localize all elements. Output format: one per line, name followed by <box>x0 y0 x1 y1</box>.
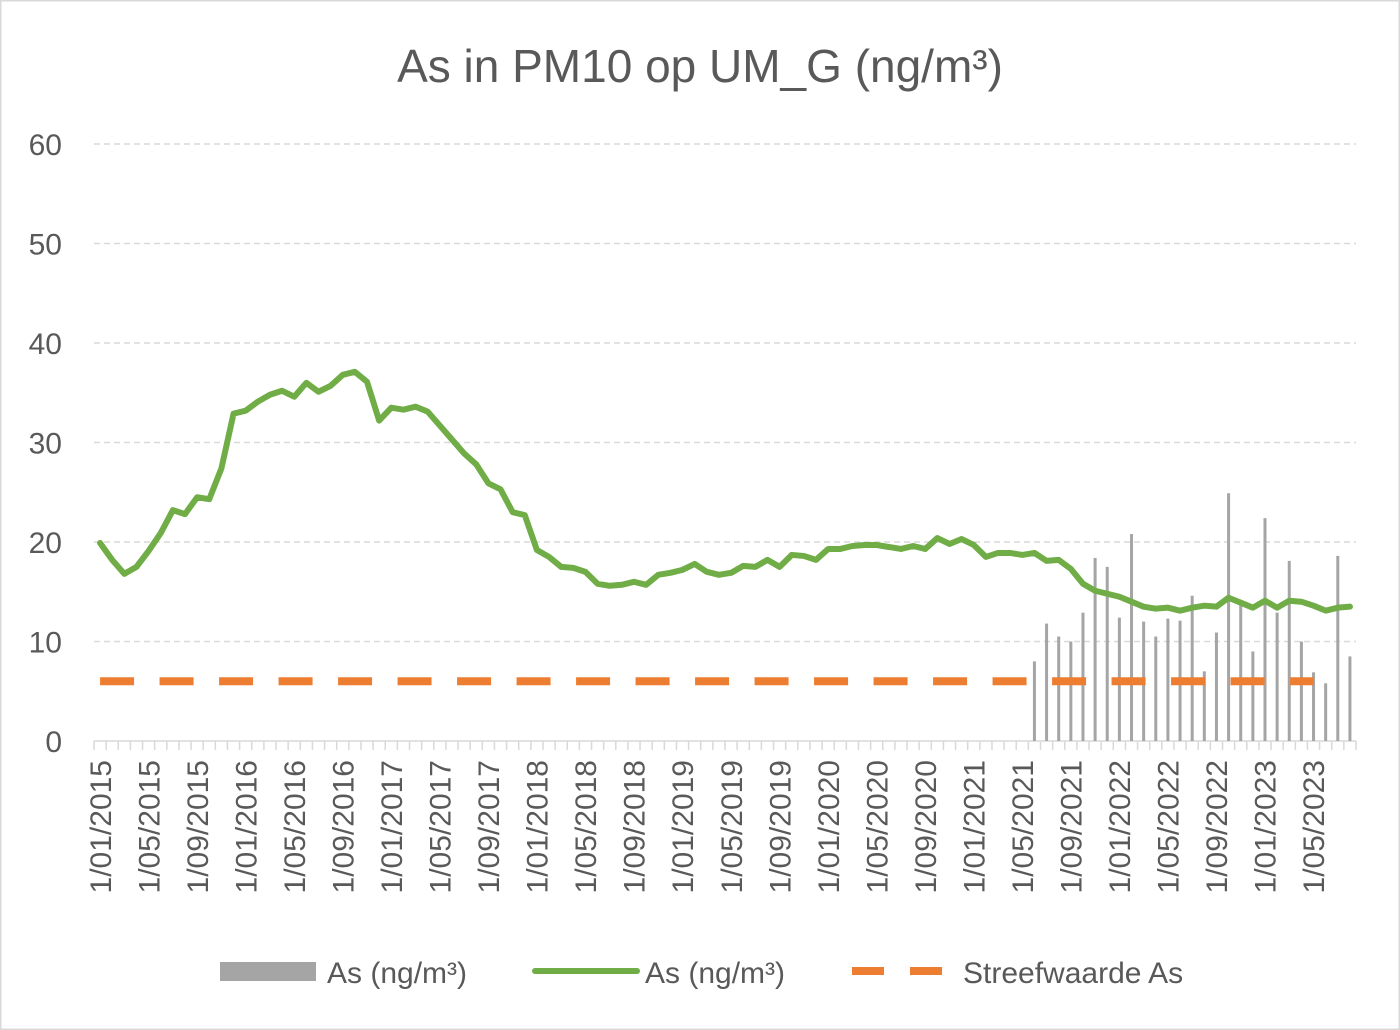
as-monthly-bar <box>1324 683 1328 741</box>
x-tick-label: 1/05/2015 <box>133 760 166 893</box>
as-monthly-bar <box>1057 636 1061 741</box>
legend-item-as-bar: As (ng/m³) <box>220 957 467 990</box>
as-monthly-bar <box>1275 612 1279 741</box>
x-tick-label: 1/05/2017 <box>425 760 458 893</box>
x-tick-label: 1/09/2022 <box>1201 760 1234 893</box>
as-monthly-bar <box>1032 661 1036 741</box>
as-monthly-bar <box>1045 623 1049 741</box>
as-monthly-bar <box>1166 618 1170 741</box>
y-tick-label: 60 <box>29 129 62 162</box>
as-trend-line <box>97 368 1353 614</box>
gridlines <box>94 143 1356 643</box>
legend-item-streefwaarde: Streefwaarde As <box>852 957 1183 990</box>
as-monthly-bar <box>1263 518 1267 741</box>
x-axis-labels: 1/01/2015 1/05/2015 1/09/2015 1/01/2016 1/05… <box>85 760 1331 893</box>
x-tick-label: 1/05/2018 <box>570 760 603 893</box>
x-tick-label: 1/01/2017 <box>376 760 409 893</box>
x-tick-label: 1/01/2020 <box>813 760 846 893</box>
legend-label-as-bar: As (ng/m³) <box>327 957 467 990</box>
y-tick-label: 10 <box>29 627 62 660</box>
as-monthly-bar <box>1105 566 1109 742</box>
x-tick-label: 1/01/2016 <box>230 760 263 893</box>
y-axis-labels: 0 10 20 30 40 50 60 <box>29 129 62 759</box>
x-tick-label: 1/01/2021 <box>958 760 991 893</box>
as-monthly-bar <box>1093 557 1097 741</box>
x-tick-label: 1/09/2018 <box>619 760 652 893</box>
as-monthly-bar <box>1312 672 1316 741</box>
as-monthly-bar <box>1287 560 1291 741</box>
x-tick-label: 1/09/2016 <box>327 760 360 893</box>
y-tick-label: 50 <box>29 229 62 262</box>
x-tick-label: 1/09/2021 <box>1056 760 1089 893</box>
y-tick-label: 20 <box>29 527 62 560</box>
y-tick-label: 30 <box>29 428 62 461</box>
x-tick-label: 1/09/2015 <box>182 760 215 893</box>
legend-swatch-as-bar <box>220 962 316 981</box>
as-monthly-bar <box>1251 651 1255 741</box>
bar-series <box>1032 493 1352 742</box>
as-monthly-bar <box>1202 671 1206 741</box>
as-monthly-bar <box>1299 641 1303 741</box>
legend: As (ng/m³) As (ng/m³) Streefwaarde As <box>220 957 1183 990</box>
as-monthly-bar <box>1239 603 1243 741</box>
x-tick-label: 1/09/2017 <box>473 760 506 893</box>
x-tick-label: 1/09/2019 <box>764 760 797 893</box>
x-tick-label: 1/05/2016 <box>279 760 312 893</box>
x-tick-label: 1/09/2020 <box>910 760 943 893</box>
legend-label-streefwaarde: Streefwaarde As <box>963 957 1183 990</box>
x-tick-label: 1/01/2015 <box>85 760 118 893</box>
as-monthly-bar <box>1130 534 1134 741</box>
x-axis <box>93 740 1357 750</box>
x-tick-label: 1/05/2021 <box>1007 760 1040 893</box>
x-tick-label: 1/01/2019 <box>667 760 700 893</box>
line-series <box>97 368 1353 686</box>
as-monthly-bar <box>1154 636 1158 741</box>
x-tick-label: 1/01/2018 <box>522 760 555 893</box>
legend-label-as-line: As (ng/m³) <box>645 957 785 990</box>
x-tick-label: 1/05/2020 <box>861 760 894 893</box>
as-monthly-bar <box>1069 641 1073 741</box>
x-tick-label: 1/01/2023 <box>1250 760 1283 893</box>
legend-item-as-line: As (ng/m³) <box>532 957 785 990</box>
y-tick-label: 40 <box>29 328 62 361</box>
as-monthly-bar <box>1336 555 1340 741</box>
as-monthly-bar <box>1214 632 1218 741</box>
as-monthly-bar <box>1348 656 1352 741</box>
as-monthly-bar <box>1190 595 1194 741</box>
x-tick-label: 1/05/2022 <box>1153 760 1186 893</box>
x-tick-label: 1/05/2019 <box>716 760 749 893</box>
chart-title: As in PM10 op UM_G (ng/m³) <box>397 40 1003 92</box>
x-tick-label: 1/05/2023 <box>1298 760 1331 893</box>
as-monthly-bar <box>1227 493 1231 741</box>
x-tick-label: 1/01/2022 <box>1104 760 1137 893</box>
as-monthly-bar <box>1081 612 1085 741</box>
y-tick-label: 0 <box>45 726 62 759</box>
